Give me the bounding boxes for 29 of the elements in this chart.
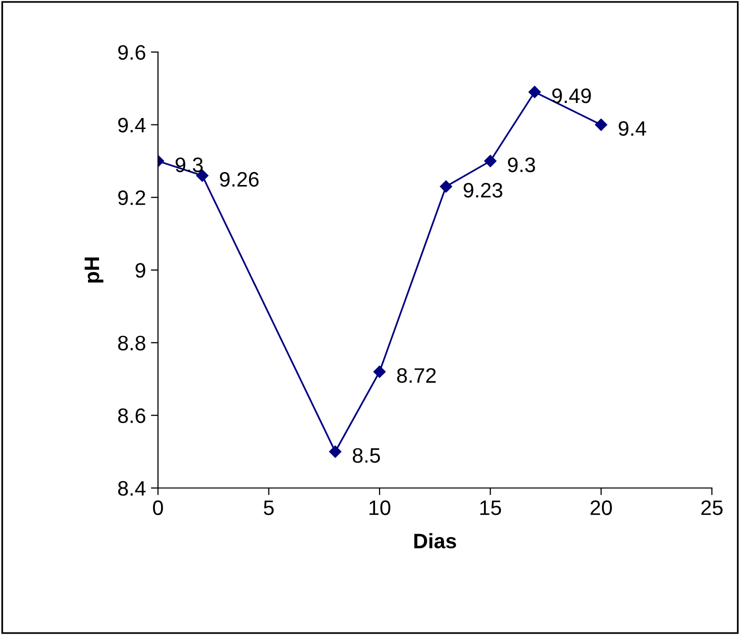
- data-label: 9.3: [508, 157, 536, 172]
- data-label: 9.4: [618, 121, 646, 136]
- point: [373, 366, 386, 378]
- point: [484, 154, 496, 168]
- data-label: 8.5: [352, 448, 380, 463]
- y-tick-label: 8.4: [118, 481, 146, 496]
- data-label: 9.26: [220, 172, 259, 187]
- x-tick-label: 25: [701, 500, 723, 516]
- y-tick-label: 8.8: [118, 336, 146, 350]
- point: [329, 446, 342, 458]
- y-tick-label: 9.6: [118, 45, 146, 60]
- x-tick-label: 20: [590, 500, 612, 516]
- point: [440, 180, 452, 193]
- point: [528, 86, 541, 98]
- point: [595, 118, 608, 131]
- x-tick-label: 10: [370, 500, 390, 516]
- data-label: 9.23: [464, 182, 502, 198]
- y-tick-label: 9.2: [118, 190, 146, 206]
- data-label: 8.72: [397, 368, 436, 383]
- y-tick-label: 9: [136, 263, 146, 278]
- y-tick-label: 9.4: [118, 118, 146, 132]
- y-tick-label: 8.6: [118, 408, 146, 424]
- x-tick-label: 5: [264, 500, 274, 516]
- data-label: 9.3: [176, 157, 203, 172]
- y-axis-title: pH: [84, 258, 104, 283]
- x-tick-label: 15: [480, 500, 502, 516]
- x-axis-title: Dias: [414, 533, 456, 548]
- data-label: 9.49: [552, 88, 591, 104]
- x-tick-label: 0: [153, 500, 163, 516]
